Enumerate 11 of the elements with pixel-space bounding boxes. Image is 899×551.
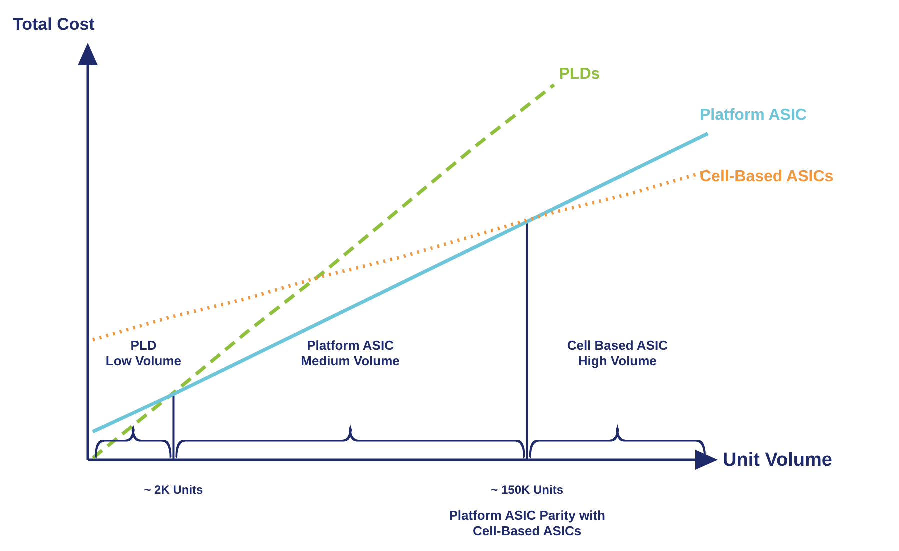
x-axis-title: Unit Volume [723,450,832,471]
text: ~ 2K Units [144,483,204,497]
y-axis-title: Total Cost [13,15,96,34]
text: Platform ASIC Parity with Cell-Based ASICs [449,508,606,539]
series-label: Platform ASIC [700,106,808,124]
text: ~ 150K Units [491,483,564,497]
annotation: Platform ASIC Medium Volume [301,338,400,369]
annotation: PLD Low Volume [106,338,182,369]
series-label: Cell-Based ASICs [700,168,834,186]
annotation: Cell Based ASIC High Volume [567,338,669,369]
series-label: PLDs [559,66,600,83]
